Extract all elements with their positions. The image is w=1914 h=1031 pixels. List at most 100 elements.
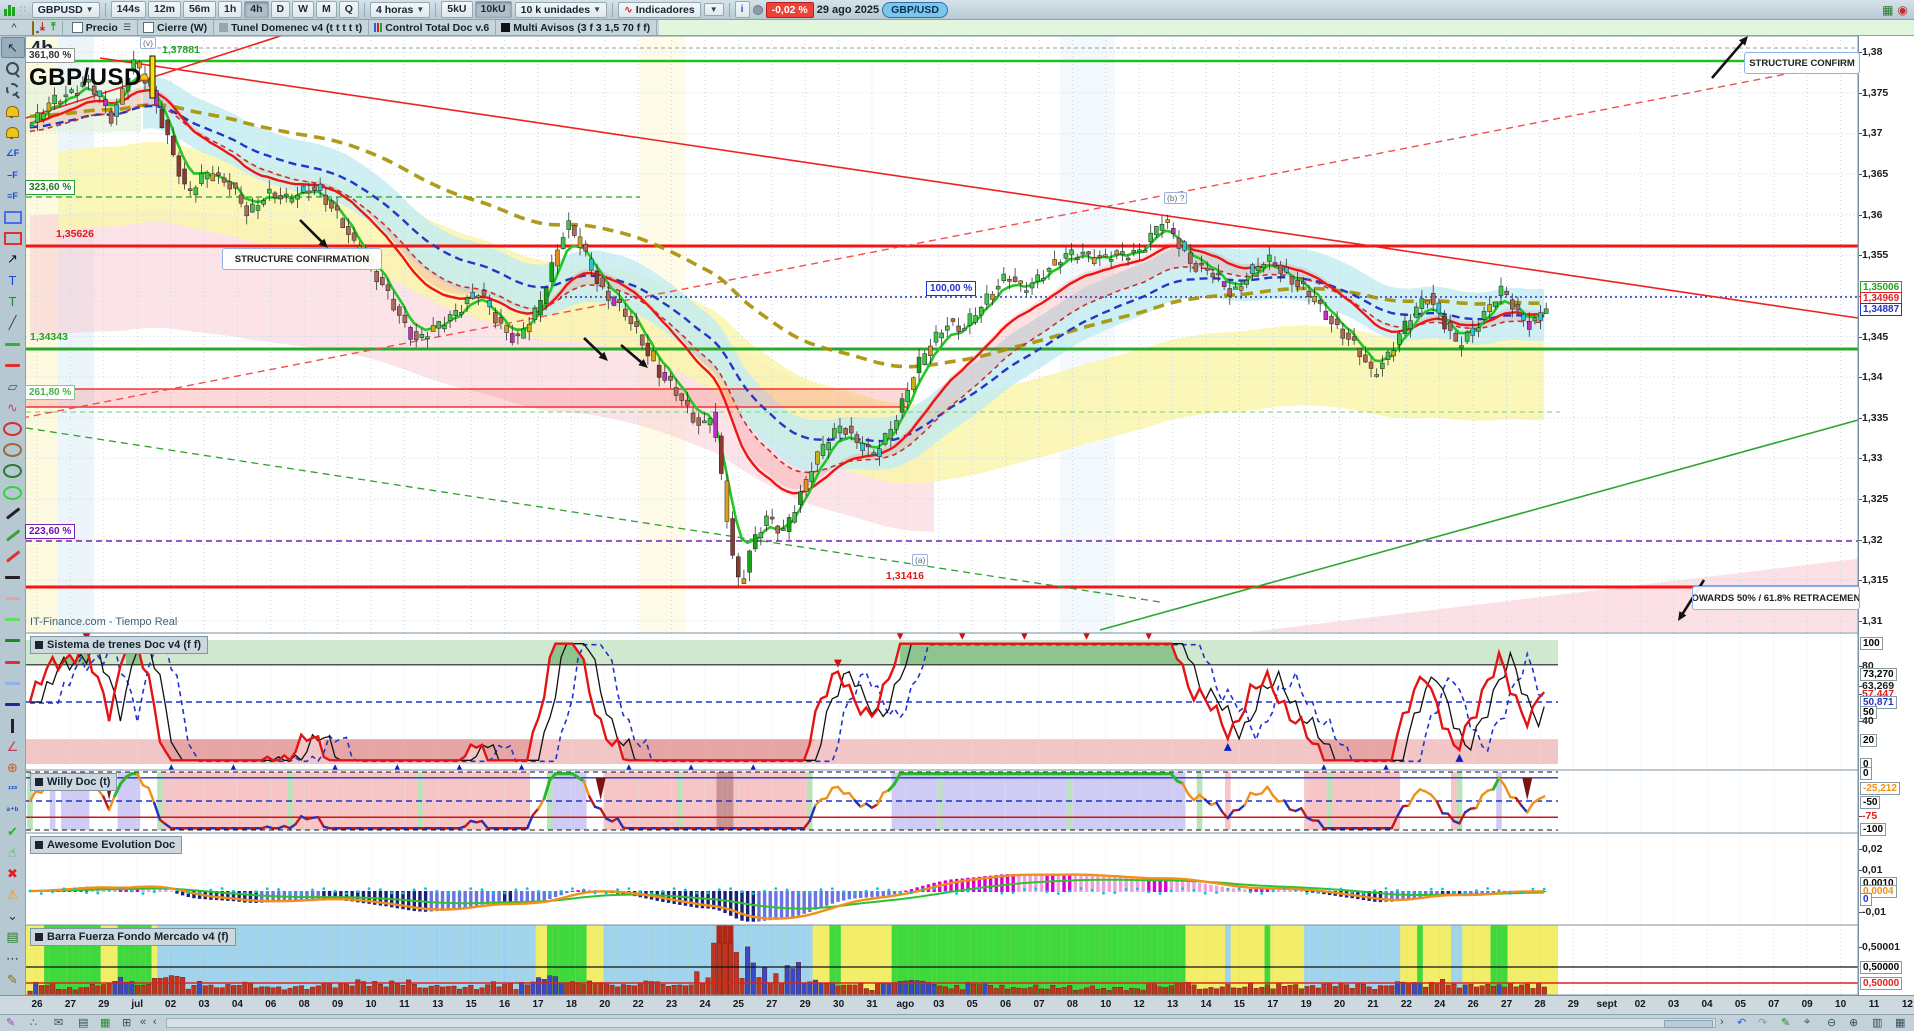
- zoom-out-icon[interactable]: ⊖: [1827, 1017, 1837, 1029]
- annotation-box[interactable]: TOWARDS 50% / 61.8% RETRACEMENT: [1692, 586, 1860, 610]
- chart-edit-icon[interactable]: ✎: [1781, 1017, 1791, 1029]
- grid-icon[interactable]: ▦: [1895, 1017, 1906, 1029]
- timeframe-button-D[interactable]: D: [270, 1, 291, 18]
- hline-pink-icon[interactable]: [1, 588, 25, 609]
- diag-green-icon[interactable]: [1, 524, 25, 545]
- rect-red-icon[interactable]: [1, 228, 25, 249]
- diag-black-icon[interactable]: [1, 503, 25, 524]
- draw-logo-icon[interactable]: ✎: [6, 1017, 16, 1029]
- alert-bell-icon[interactable]: [30, 20, 36, 35]
- indicators-caret[interactable]: ▼: [703, 3, 724, 16]
- price-axis[interactable]: 1,381,3751,371,3651,361,3551,351,3451,34…: [1858, 36, 1914, 995]
- timeframe-button-4h[interactable]: 4h: [244, 1, 269, 18]
- units-button-5kU[interactable]: 5kU: [441, 1, 473, 18]
- document-icon[interactable]: ▤: [78, 1017, 89, 1029]
- ellipse-brown-icon[interactable]: [1, 440, 25, 461]
- fib-line-icon[interactable]: –F: [7, 169, 18, 180]
- timeframe-button-M[interactable]: M: [316, 1, 337, 18]
- segment-icon[interactable]: ╱: [8, 315, 17, 331]
- dots-icon[interactable]: ⋯: [6, 950, 19, 966]
- undo-icon[interactable]: ↶: [1737, 1017, 1747, 1029]
- panel-title-3[interactable]: Awesome Evolution Doc: [30, 836, 183, 854]
- sell-arrow-icon[interactable]: ⤓: [40, 21, 45, 33]
- checkbox[interactable]: [71, 22, 83, 33]
- export-icon[interactable]: ⊞: [122, 1017, 132, 1029]
- fib-lines-icon[interactable]: ≡F: [7, 190, 18, 201]
- timeframe-button-12m[interactable]: 12m: [147, 1, 181, 18]
- text-bubble-icon[interactable]: T: [8, 294, 17, 310]
- ellipse-red-icon[interactable]: [1, 418, 25, 439]
- timeframe-button-W[interactable]: W: [292, 1, 315, 18]
- chevron-down-icon[interactable]: ⌄: [7, 908, 18, 924]
- overlay-item-2[interactable]: Tunel Domenec v4 (t t t t t): [214, 20, 370, 35]
- panel-title-4[interactable]: Barra Fuerza Fondo Mercado v4 (f): [30, 928, 236, 946]
- draw-icon[interactable]: ✎: [7, 971, 18, 987]
- redo-icon[interactable]: ↷: [1758, 1017, 1768, 1029]
- timeframe-button-1h[interactable]: 1h: [217, 1, 243, 18]
- vline-icon[interactable]: [1, 715, 25, 736]
- timeframe-button-56m[interactable]: 56m: [182, 1, 216, 18]
- units-select[interactable]: 10 k unidades ▼: [514, 1, 607, 18]
- chart-bars-icon[interactable]: ▦: [100, 1017, 111, 1029]
- diag-red-icon[interactable]: [1, 546, 25, 567]
- buy-arrow-icon[interactable]: ⤒: [50, 21, 56, 33]
- angle-icon[interactable]: ∠: [6, 738, 19, 754]
- thumbup-icon[interactable]: ☝: [8, 844, 17, 860]
- hline-lightblue-icon[interactable]: [1, 673, 25, 694]
- annotation-box[interactable]: STRUCTURE CONFIRMATION: [222, 248, 382, 270]
- pattern-icon[interactable]: ∿: [7, 399, 18, 415]
- step-right-icon[interactable]: ›: [1720, 1016, 1724, 1028]
- columns-icon[interactable]: ▥: [1872, 1017, 1883, 1029]
- text-icon[interactable]: T: [8, 273, 17, 289]
- hline-red-icon[interactable]: [1, 355, 25, 376]
- overlay-item-0[interactable]: Precio ☰: [67, 20, 138, 35]
- alert-cursor-icon[interactable]: [1, 101, 25, 122]
- hline-darkgreen-icon[interactable]: [1, 630, 25, 651]
- hline-black-icon[interactable]: [1, 567, 25, 588]
- timeframe-button-Q[interactable]: Q: [338, 1, 359, 18]
- circle-plus-icon[interactable]: ⊕: [7, 759, 18, 775]
- fib-label[interactable]: 261,80 %: [25, 385, 76, 400]
- ellipse-green-icon[interactable]: [1, 482, 25, 503]
- pan-zoom-icon[interactable]: ⌖: [1804, 1016, 1811, 1028]
- h-scrollbar-thumb[interactable]: [1664, 1020, 1713, 1028]
- step-left-icon[interactable]: ‹: [153, 1016, 157, 1028]
- grip-icon[interactable]: ∷: [20, 4, 27, 14]
- record-icon[interactable]: ◉: [1897, 2, 1908, 17]
- cross-icon[interactable]: ✖: [7, 865, 18, 881]
- hline-lightgreen-icon[interactable]: [1, 609, 25, 630]
- period-select[interactable]: 4 horas ▼: [369, 1, 431, 18]
- share-icon[interactable]: ∴: [30, 1017, 37, 1029]
- zoom-icon[interactable]: [1, 58, 25, 79]
- rect-blue-icon[interactable]: [1, 207, 25, 228]
- trend-arrow-icon[interactable]: ↗: [7, 251, 18, 267]
- units-button-10kU[interactable]: 10kU: [474, 1, 512, 18]
- fib-label[interactable]: 100,00 %: [926, 281, 977, 296]
- panel-title-1[interactable]: Sistema de trenes Doc v4 (f f): [30, 636, 209, 654]
- fast-left-icon[interactable]: «: [140, 1016, 147, 1028]
- numbers-icon[interactable]: ¹²³: [8, 784, 17, 795]
- warning-icon[interactable]: ⚠: [6, 887, 19, 903]
- h-scrollbar-track[interactable]: [166, 1018, 1716, 1028]
- hline-green-icon[interactable]: [1, 334, 25, 355]
- alert-icon[interactable]: [1, 122, 25, 143]
- symbol-pill[interactable]: GBP/USD: [882, 1, 948, 18]
- annotation-box[interactable]: STRUCTURE CONFIRM: [1744, 52, 1860, 74]
- overlay-item-1[interactable]: Cierre (W): [138, 20, 215, 35]
- notes-icon[interactable]: ▤: [6, 929, 19, 945]
- fib-label[interactable]: 323,60 %: [25, 180, 76, 195]
- zoom-area-icon[interactable]: [1, 79, 25, 100]
- timeframe-button-144s[interactable]: 144s: [110, 1, 146, 18]
- hline-darkblue-icon[interactable]: [1, 694, 25, 715]
- sheet-icon[interactable]: ▦: [1882, 2, 1894, 17]
- checkbox[interactable]: [142, 22, 154, 33]
- fib-angle-icon[interactable]: ∠F: [5, 148, 20, 159]
- overlay-item-3[interactable]: Control Total Doc v.6: [369, 20, 497, 35]
- overlay-item-4[interactable]: Multi Avisos (3 f 3 1,5 70 f f): [496, 20, 658, 35]
- chat-icon[interactable]: ✉: [54, 1017, 64, 1029]
- fib-label[interactable]: 361,80 %: [25, 48, 76, 63]
- info-button[interactable]: i: [734, 1, 750, 18]
- hline-red2-icon[interactable]: [1, 651, 25, 672]
- collapse-button[interactable]: ^: [11, 21, 17, 34]
